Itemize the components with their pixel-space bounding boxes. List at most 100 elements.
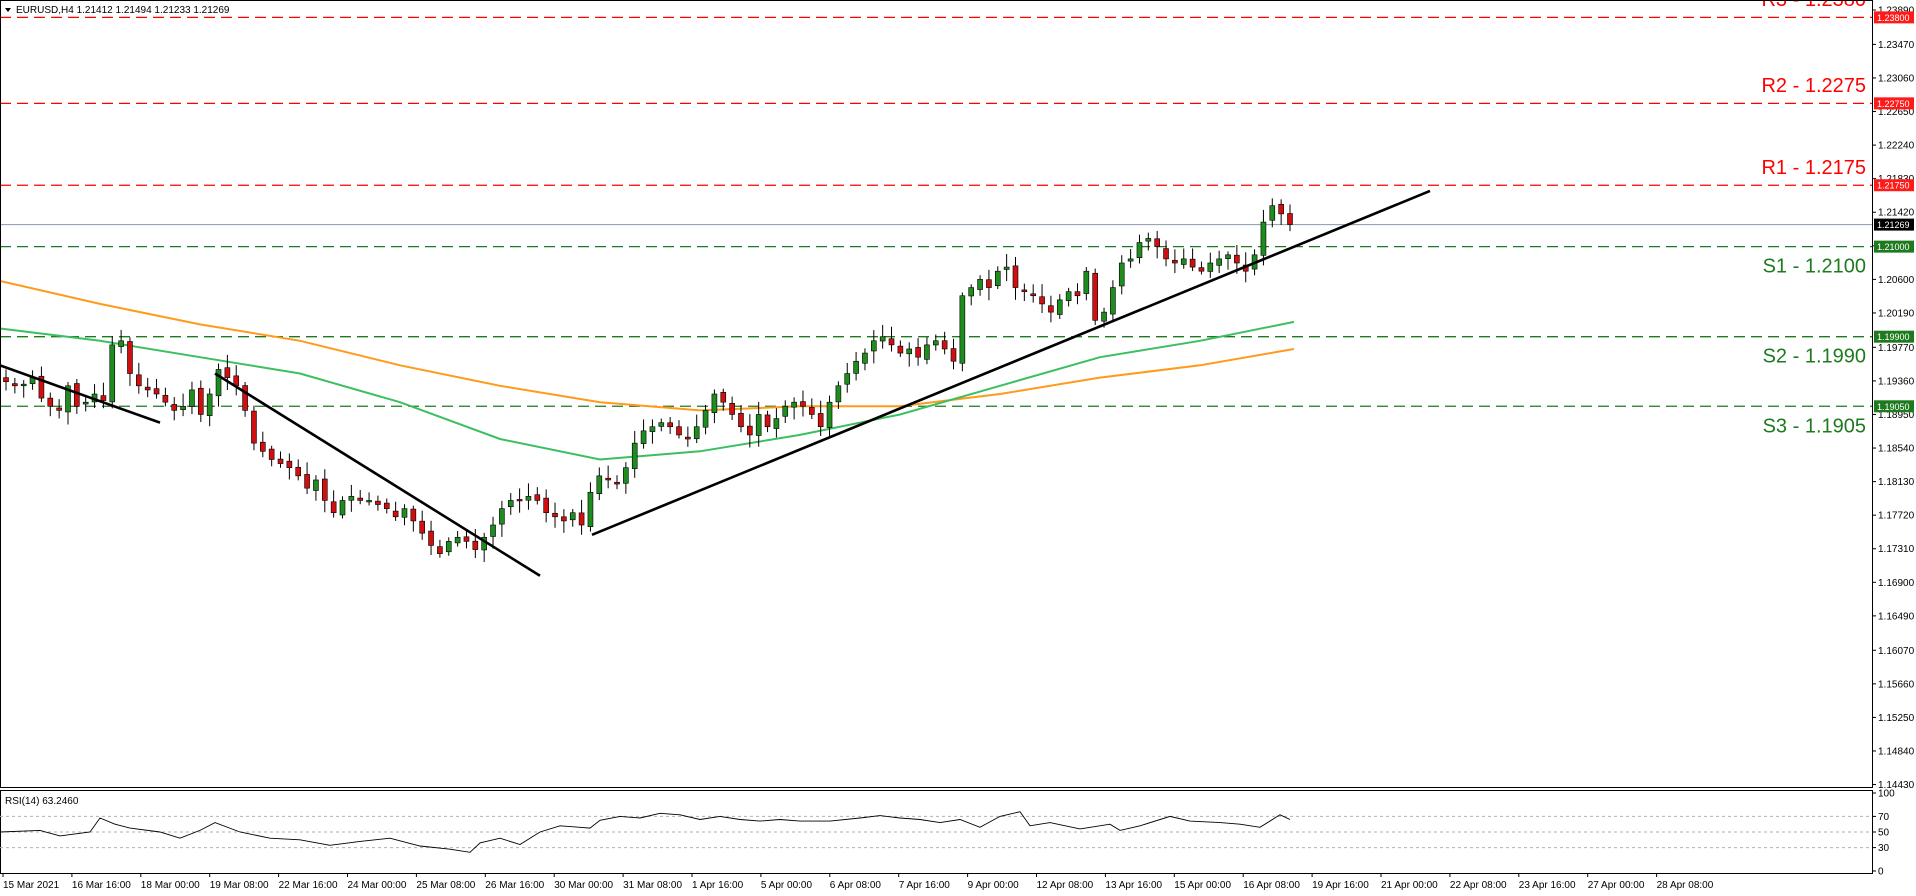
candle-body bbox=[1216, 258, 1222, 266]
x-tick-label: 25 Mar 08:00 bbox=[416, 880, 475, 891]
candle-body bbox=[1163, 248, 1169, 260]
candle-body bbox=[1287, 213, 1293, 225]
candle-body bbox=[321, 478, 328, 501]
x-tick-label: 22 Apr 08:00 bbox=[1450, 880, 1507, 891]
price-badge-r3 bbox=[1874, 11, 1914, 24]
candle-body bbox=[1172, 259, 1178, 264]
candle-body bbox=[747, 425, 753, 436]
candle-body bbox=[454, 536, 461, 544]
y-tick-label: 1.22650 bbox=[1878, 107, 1915, 118]
candle-body bbox=[738, 413, 744, 428]
candle-body bbox=[676, 426, 682, 436]
candle-body bbox=[242, 385, 248, 411]
level-labels-layer: R3 - 1.2380 R2 - 1.2275 R1 - 1.2175 S1 - 1.… bbox=[1761, 0, 1866, 437]
candle-body bbox=[3, 377, 9, 383]
candle-body bbox=[383, 502, 390, 509]
candle-body bbox=[871, 340, 877, 352]
x-tick-label: 28 Apr 08:00 bbox=[1657, 880, 1714, 891]
symbol-header: EURUSD,H4 1.21412 1.21494 1.21233 1.2126… bbox=[16, 5, 230, 16]
x-tick-label: 1 Apr 16:00 bbox=[692, 880, 744, 891]
candle-body bbox=[994, 270, 1001, 287]
candle-body bbox=[224, 367, 231, 378]
candle-body bbox=[206, 393, 213, 416]
y-tick-label: 1.18540 bbox=[1878, 444, 1915, 455]
candle-body bbox=[640, 430, 647, 444]
candle-body bbox=[729, 402, 735, 415]
candle-body bbox=[437, 546, 443, 554]
candle-body bbox=[702, 410, 709, 428]
candle-body bbox=[561, 516, 567, 522]
y-tick-label: 1.22240 bbox=[1878, 141, 1915, 152]
current-price-badge-text: 1.21269 bbox=[1877, 220, 1910, 230]
x-tick-label: 24 Mar 00:00 bbox=[348, 880, 407, 891]
candle-body bbox=[941, 340, 948, 350]
candle-body bbox=[1260, 221, 1267, 256]
candle-body bbox=[826, 401, 833, 428]
candle-body bbox=[1012, 265, 1019, 288]
candle-body bbox=[1180, 258, 1187, 265]
candle-body bbox=[525, 496, 532, 501]
candle-body bbox=[1083, 270, 1090, 294]
candle-body bbox=[1030, 293, 1036, 297]
price-badge-text-r3: 1.23800 bbox=[1877, 13, 1910, 23]
candle-body bbox=[1207, 262, 1214, 272]
candle-body bbox=[1074, 291, 1081, 297]
candle-body bbox=[817, 413, 824, 428]
candle-body bbox=[569, 512, 576, 521]
candle-body bbox=[879, 336, 886, 342]
candle-body bbox=[800, 401, 806, 407]
candle-body bbox=[1189, 258, 1196, 268]
candle-body bbox=[543, 497, 549, 514]
candle-body bbox=[552, 512, 558, 518]
y-tick-label: 1.17720 bbox=[1878, 511, 1915, 522]
x-tick-label: 30 Mar 00:00 bbox=[554, 880, 613, 891]
y-tick-label: 1.20600 bbox=[1878, 275, 1915, 286]
candle-body bbox=[268, 448, 275, 460]
candle-body bbox=[162, 395, 169, 403]
candle-body bbox=[127, 341, 133, 374]
candle-body bbox=[1198, 267, 1205, 272]
candle-body bbox=[215, 369, 222, 397]
candle-body bbox=[764, 414, 771, 428]
price-badges: 1.23800 1.22750 1.21750 1.21000 1.19900 1.190… bbox=[1874, 11, 1914, 413]
level-label-s2: S2 - 1.1990 bbox=[1763, 346, 1866, 368]
candle-body bbox=[587, 491, 594, 527]
price-badge-text-s3: 1.19050 bbox=[1877, 402, 1910, 412]
candle-body bbox=[286, 460, 293, 468]
candle-body bbox=[614, 481, 620, 485]
candle-body bbox=[499, 508, 505, 525]
candle-body bbox=[100, 395, 107, 401]
x-tick-label: 6 Apr 08:00 bbox=[830, 880, 882, 891]
candle-body bbox=[304, 474, 310, 489]
candle-body bbox=[711, 393, 718, 413]
rsi-line bbox=[0, 811, 1291, 853]
y-tick-label: 1.23060 bbox=[1878, 73, 1915, 84]
candle-body bbox=[720, 391, 727, 403]
trendlines-layer bbox=[0, 189, 1431, 577]
candle-body bbox=[1092, 272, 1098, 321]
candle-body bbox=[605, 477, 611, 481]
dropdown-triangle-icon[interactable] bbox=[5, 8, 11, 12]
candle-body bbox=[74, 383, 80, 407]
x-tick-label: 21 Apr 00:00 bbox=[1381, 880, 1438, 891]
candle-body bbox=[198, 387, 204, 415]
candle-body bbox=[1048, 305, 1054, 313]
candle-body bbox=[82, 401, 89, 405]
candle-body bbox=[649, 426, 656, 432]
candle-body bbox=[339, 500, 346, 516]
candle-body bbox=[844, 373, 851, 385]
level-label-s1: S1 - 1.2100 bbox=[1763, 256, 1866, 278]
candle-body bbox=[392, 510, 399, 518]
y-tick-label: 1.16070 bbox=[1878, 646, 1915, 657]
candle-body bbox=[12, 383, 18, 387]
candle-body bbox=[1269, 205, 1276, 221]
candle-body bbox=[534, 494, 541, 501]
x-tick-label: 15 Mar 2021 bbox=[3, 880, 60, 891]
candle-body bbox=[623, 467, 629, 484]
candle-body bbox=[1056, 299, 1063, 315]
candle-body bbox=[65, 385, 71, 413]
candle-body bbox=[906, 348, 913, 355]
y-tick-label: 1.14840 bbox=[1878, 746, 1915, 757]
x-tick-label: 23 Apr 16:00 bbox=[1519, 880, 1576, 891]
